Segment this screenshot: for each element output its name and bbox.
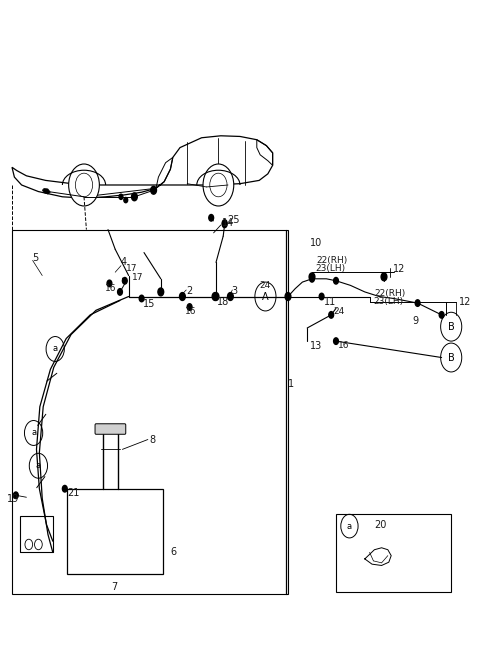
Text: 9: 9 — [413, 316, 419, 327]
Circle shape — [285, 293, 291, 300]
Text: 3: 3 — [231, 286, 238, 297]
Text: 13: 13 — [310, 341, 322, 352]
Circle shape — [415, 300, 420, 306]
Polygon shape — [42, 188, 50, 194]
Text: 24: 24 — [259, 281, 270, 290]
Circle shape — [203, 164, 234, 206]
Text: a: a — [53, 344, 58, 354]
Circle shape — [187, 304, 192, 310]
Text: 17: 17 — [132, 273, 144, 282]
Circle shape — [212, 293, 218, 300]
Text: 11: 11 — [324, 297, 336, 307]
Text: a: a — [31, 428, 36, 438]
Circle shape — [381, 273, 387, 281]
Text: A: A — [262, 291, 269, 302]
Text: 22(RH): 22(RH) — [374, 289, 406, 298]
Text: B: B — [448, 321, 455, 332]
Circle shape — [132, 193, 137, 201]
Text: 7: 7 — [111, 582, 118, 592]
Circle shape — [107, 280, 112, 287]
Circle shape — [228, 293, 233, 300]
Circle shape — [319, 293, 324, 300]
FancyBboxPatch shape — [95, 424, 126, 434]
Text: 12: 12 — [393, 264, 405, 274]
Circle shape — [119, 194, 123, 199]
Circle shape — [309, 273, 315, 281]
Text: 12: 12 — [459, 297, 471, 307]
Circle shape — [334, 338, 338, 344]
Circle shape — [329, 312, 334, 318]
Text: B: B — [448, 352, 455, 363]
Text: 4: 4 — [121, 257, 127, 268]
Text: a: a — [347, 522, 352, 531]
Circle shape — [209, 215, 214, 221]
Circle shape — [69, 164, 99, 206]
Circle shape — [222, 221, 227, 228]
Text: 23(LH): 23(LH) — [373, 297, 404, 306]
Circle shape — [334, 277, 338, 284]
Text: 10: 10 — [310, 237, 322, 248]
Circle shape — [122, 277, 127, 284]
Text: 6: 6 — [170, 547, 177, 558]
Circle shape — [180, 293, 185, 300]
Text: 17: 17 — [126, 264, 137, 274]
Text: a: a — [36, 461, 41, 470]
Text: 16: 16 — [338, 340, 350, 350]
Circle shape — [13, 492, 18, 499]
Text: 24: 24 — [334, 307, 345, 316]
Circle shape — [222, 220, 227, 226]
Circle shape — [213, 293, 219, 300]
Text: 16: 16 — [105, 284, 116, 293]
Text: 22(RH): 22(RH) — [317, 256, 348, 265]
Circle shape — [151, 186, 156, 194]
Text: 1: 1 — [288, 379, 294, 389]
Text: 19: 19 — [7, 493, 20, 504]
Circle shape — [124, 197, 128, 203]
Text: 25: 25 — [227, 215, 240, 225]
Text: 14: 14 — [222, 218, 234, 228]
Text: 2: 2 — [186, 286, 192, 297]
Text: 5: 5 — [33, 253, 39, 263]
Circle shape — [310, 276, 314, 282]
Text: 15: 15 — [143, 299, 155, 310]
Circle shape — [62, 485, 67, 492]
Text: 20: 20 — [374, 520, 387, 530]
Text: 21: 21 — [67, 488, 80, 499]
Circle shape — [439, 312, 444, 318]
Circle shape — [118, 289, 122, 295]
Circle shape — [139, 295, 144, 302]
Text: 18: 18 — [217, 297, 230, 307]
Text: 23(LH): 23(LH) — [316, 264, 346, 274]
Text: 16: 16 — [185, 307, 196, 316]
Text: 8: 8 — [150, 434, 156, 445]
Circle shape — [158, 288, 164, 296]
